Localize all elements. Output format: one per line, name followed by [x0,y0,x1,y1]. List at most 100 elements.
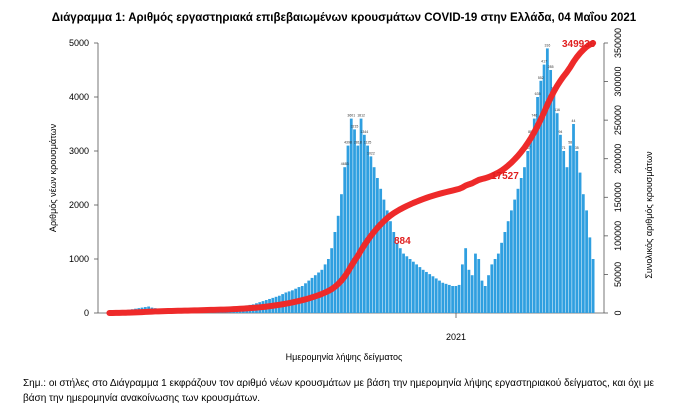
bar [395,242,399,313]
bar [421,269,425,313]
annotation-17527: 17527 [491,171,519,182]
bar [428,274,432,313]
bar [539,80,543,313]
bar [519,178,523,313]
bar [408,259,412,313]
bar [444,283,448,313]
bar [431,276,435,313]
annotation-884: 884 [394,236,411,247]
bar [333,232,337,313]
y-axis-label: Αριθμός νέων κρουσμάτων [48,123,58,232]
left-axis-ticks: 0 1000 2000 3000 4000 5000 [69,38,98,318]
bar [578,172,582,313]
bar [411,261,415,313]
y-tick-label: 0 [84,308,89,318]
bar-value-label: 94 [558,130,562,134]
bar [496,253,500,313]
y-tick-label: 3000 [69,146,89,156]
y-tick-label: 1000 [69,254,89,264]
bar [549,70,553,313]
bar-value-label: 44 [572,119,576,123]
bar [585,210,588,313]
bar-value-label: 58 [568,141,572,145]
bar [330,248,334,313]
bar [402,253,405,313]
bar [529,134,533,313]
bar-value-label: 552 [538,76,544,80]
bar [500,242,503,313]
bar [323,264,327,313]
bar [591,259,595,313]
bar [464,248,468,313]
bar [526,151,530,313]
bar [467,269,471,313]
bar [480,280,484,313]
bar [575,151,579,313]
y2-tick-label: 150000 [613,182,623,212]
y2-axis-label: Συνολικός αριθμός κρουσμάτων [644,151,654,279]
bar-value-label: 883 [528,130,534,134]
bar [353,129,356,313]
bar [356,145,360,313]
bar-value-label: 417 [541,60,547,64]
bar [503,232,507,313]
y-tick-label: 4000 [69,92,89,102]
bar [366,145,369,313]
bar [346,145,350,313]
bar [490,264,494,313]
bar-value-label: 1344 [360,130,368,134]
bar [536,97,539,313]
y-tick-label: 2000 [69,200,89,210]
bar-value-label: 1812 [357,114,365,118]
bar-value-label: 116 [554,108,560,112]
bar [425,271,428,313]
x-axis-label: Ημερομηνία λήψης δείγματος [286,352,403,362]
y2-tick-label: 100000 [613,221,623,251]
bar [457,284,461,313]
bar [513,199,517,313]
bar-value-label: 35 [575,146,579,150]
bar [372,167,376,313]
bar [588,237,592,313]
bar [379,188,383,313]
bar [336,215,340,313]
bar-value-label: 3215 [351,124,359,128]
bar-value-label: 635 [535,92,541,96]
bar-value-label: 746 [531,114,537,118]
bar-value-label: 1022 [367,151,375,155]
daily-cases-bars [108,48,595,314]
bar [398,248,402,313]
bar [477,259,481,313]
bar [349,118,353,313]
bar [389,221,392,313]
bar [376,178,379,313]
footnote: Σημ.: οι στήλες στο Διάγραμμα 1 εκφράζου… [23,378,654,404]
bar [415,264,419,313]
bar [362,134,366,313]
bar [516,188,520,313]
bar [510,210,513,313]
y2-tick-label: 350000 [613,28,623,58]
bar [460,264,464,313]
bar [565,167,569,313]
bar [454,286,458,313]
bar-value-label: 285 [548,65,554,69]
x-tick-label-2021: 2021 [446,332,466,342]
y2-tick-label: 200000 [613,144,623,174]
bar [506,221,510,313]
bar-value-label: 316 [544,43,550,47]
bar [542,64,546,313]
bar [552,91,556,313]
bar [385,210,389,313]
y-tick-label: 5000 [69,38,89,48]
bar [438,280,441,313]
bar [523,167,526,313]
bar [343,167,347,313]
bar-value-label: 4683 [341,162,349,166]
bar [487,275,490,313]
bar [405,256,409,313]
bar-value-label: 1125 [364,141,372,145]
cumulative-cases-line [106,40,597,316]
bar [359,118,363,313]
bar-value-label: 71 [562,146,566,150]
